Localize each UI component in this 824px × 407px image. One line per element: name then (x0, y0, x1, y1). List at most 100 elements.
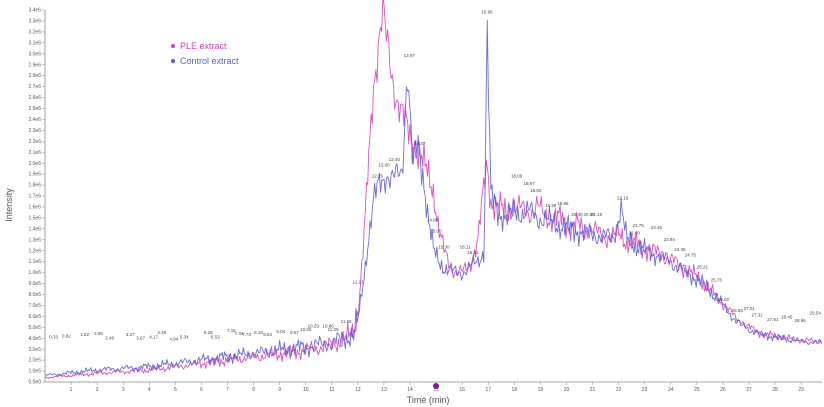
y-tick-label: 1.4e6 (28, 226, 41, 232)
peak-label: 23.45 (651, 225, 663, 230)
legend-label-ple: PLE extract (180, 41, 227, 51)
y-tick-label: 1.8e6 (28, 183, 41, 189)
x-axis-marker[interactable] (433, 383, 439, 389)
peak-label: 5.34 (180, 334, 189, 339)
peak-label: 8.19 (254, 330, 263, 335)
y-tick-label: 1.5e6 (28, 215, 41, 221)
x-tick-label: 23 (642, 387, 648, 393)
x-tick-label: 3 (122, 387, 125, 393)
peak-label: 8.54 (263, 332, 272, 337)
peak-label: 20.40 (571, 212, 583, 217)
x-tick-label: 7 (226, 387, 229, 393)
plot-area: 0.0e0 1.0e5 2.0e5 3.0e5 4.0e5 5.0e5 6.0e5 7.0e5… (28, 0, 823, 393)
y-tick-label: 2.2e6 (28, 139, 41, 145)
series-line-control (45, 20, 822, 377)
x-tick-label: 8 (252, 387, 255, 393)
y-tick-label: 2.5e6 (28, 106, 41, 112)
y-tick-label: 1.0e5 (28, 369, 41, 375)
y-tick-label: 2.0e5 (28, 358, 41, 364)
y-tick-label: 2.7e6 (28, 84, 41, 90)
peak-label: 29.54 (810, 310, 822, 315)
x-tick-label: 11 (329, 387, 334, 393)
x-tick-label: 9 (278, 387, 281, 393)
x-tick-label: 2 (96, 387, 99, 393)
peak-label: 2.48 (105, 336, 114, 341)
peak-label: 25.21 (697, 264, 709, 269)
peak-label: 27.01 (744, 306, 756, 311)
x-tick-label: 13 (381, 387, 387, 393)
y-tick-label: 2.8e6 (28, 73, 41, 79)
peak-label: 22.60 (629, 230, 641, 235)
y-tick-label: 5.0e5 (28, 325, 41, 331)
peak-label: 15.00 (430, 228, 442, 233)
peak-label: 22.16 (617, 195, 629, 200)
y-tick-label: 9.0e5 (28, 281, 41, 287)
y-tick-label: 3.1e6 (28, 40, 41, 46)
y-tick-label: 2.3e6 (28, 128, 41, 134)
peak-label: 7.44 (235, 331, 244, 336)
x-tick-label: 12 (355, 387, 361, 393)
y-tick-label: 1.6e6 (28, 205, 41, 211)
peak-label: 9.57 (290, 330, 299, 335)
peak-label: 3.67 (136, 336, 145, 341)
peak-label: 13.97 (404, 53, 416, 58)
x-tick-label: 27 (746, 387, 752, 393)
peak-label: 4.94 (169, 337, 178, 342)
peak-label: 7.15 (227, 328, 236, 333)
x-tick-label: 28 (772, 387, 778, 393)
peak-label: 26.55 (732, 308, 744, 313)
x-tick-label: 5 (174, 387, 177, 393)
y-tick-label: 3.0e6 (28, 51, 41, 57)
peak-label: 13.40 (389, 157, 401, 162)
peak-label: 24.75 (685, 252, 697, 257)
peak-label: 0.82 (62, 333, 71, 338)
y-tick-label: 8.0e5 (28, 292, 41, 298)
y-tick-label: 0.0e0 (28, 380, 41, 386)
peak-label: 11.55 (341, 319, 352, 324)
peak-label: 14.37 (414, 141, 426, 146)
peak-label: 18.09 (511, 174, 523, 179)
peak-label: 20.87 (584, 212, 596, 217)
x-tick-label: 29 (798, 387, 804, 393)
y-tick-label: 3.4e6 (28, 8, 41, 14)
peak-label: 12.75 (372, 174, 384, 179)
peak-label: 10.00 (300, 327, 312, 332)
y-tick-label: 2.6e6 (28, 95, 41, 101)
y-tick-label: 1.3e6 (28, 237, 41, 243)
x-tick-label: 10 (303, 387, 309, 393)
y-axis-title: Intensity (4, 188, 14, 222)
peak-label: 14.86 (427, 217, 439, 222)
peak-label: 21.15 (591, 212, 603, 217)
y-tick-label: 3.0e5 (28, 347, 41, 353)
peak-label: 6.26 (204, 330, 213, 335)
peak-label: 2.05 (94, 331, 103, 336)
x-tick-label: 22 (616, 387, 622, 393)
peak-label: 9.04 (276, 329, 285, 334)
x-tick-label: 15 (433, 387, 439, 393)
peak-label: 28.96 (794, 318, 806, 323)
x-tick-label: 20 (564, 387, 570, 393)
peak-label: 28.45 (781, 315, 793, 320)
peak-label: 10.86 (323, 323, 335, 328)
peak-label: 25.75 (711, 278, 723, 283)
x-tick-label: 4 (148, 387, 151, 393)
peak-label: 27.91 (767, 317, 779, 322)
y-tick-label: 3.2e6 (28, 29, 41, 35)
legend-label-control: Control extract (180, 56, 239, 66)
peak-label: 7.73 (242, 332, 251, 337)
peak-label: 0.33 (49, 334, 58, 339)
x-tick-label: 24 (668, 387, 674, 393)
legend: PLE extract Control extract (171, 41, 239, 66)
legend-marker-control (171, 59, 175, 63)
peak-label: 26.02 (718, 297, 730, 302)
peak-label: 1.52 (80, 332, 89, 337)
x-tick-label: 26 (720, 387, 726, 393)
x-tick-label: 16 (459, 387, 465, 393)
peak-label: 13.00 (378, 163, 390, 168)
y-tick-label: 1.1e6 (28, 259, 41, 265)
x-tick-label: 18 (512, 387, 518, 393)
series-line-ple (44, 0, 823, 379)
y-tick-label: 1.9e6 (28, 172, 41, 178)
peak-label: 24.35 (674, 247, 686, 252)
